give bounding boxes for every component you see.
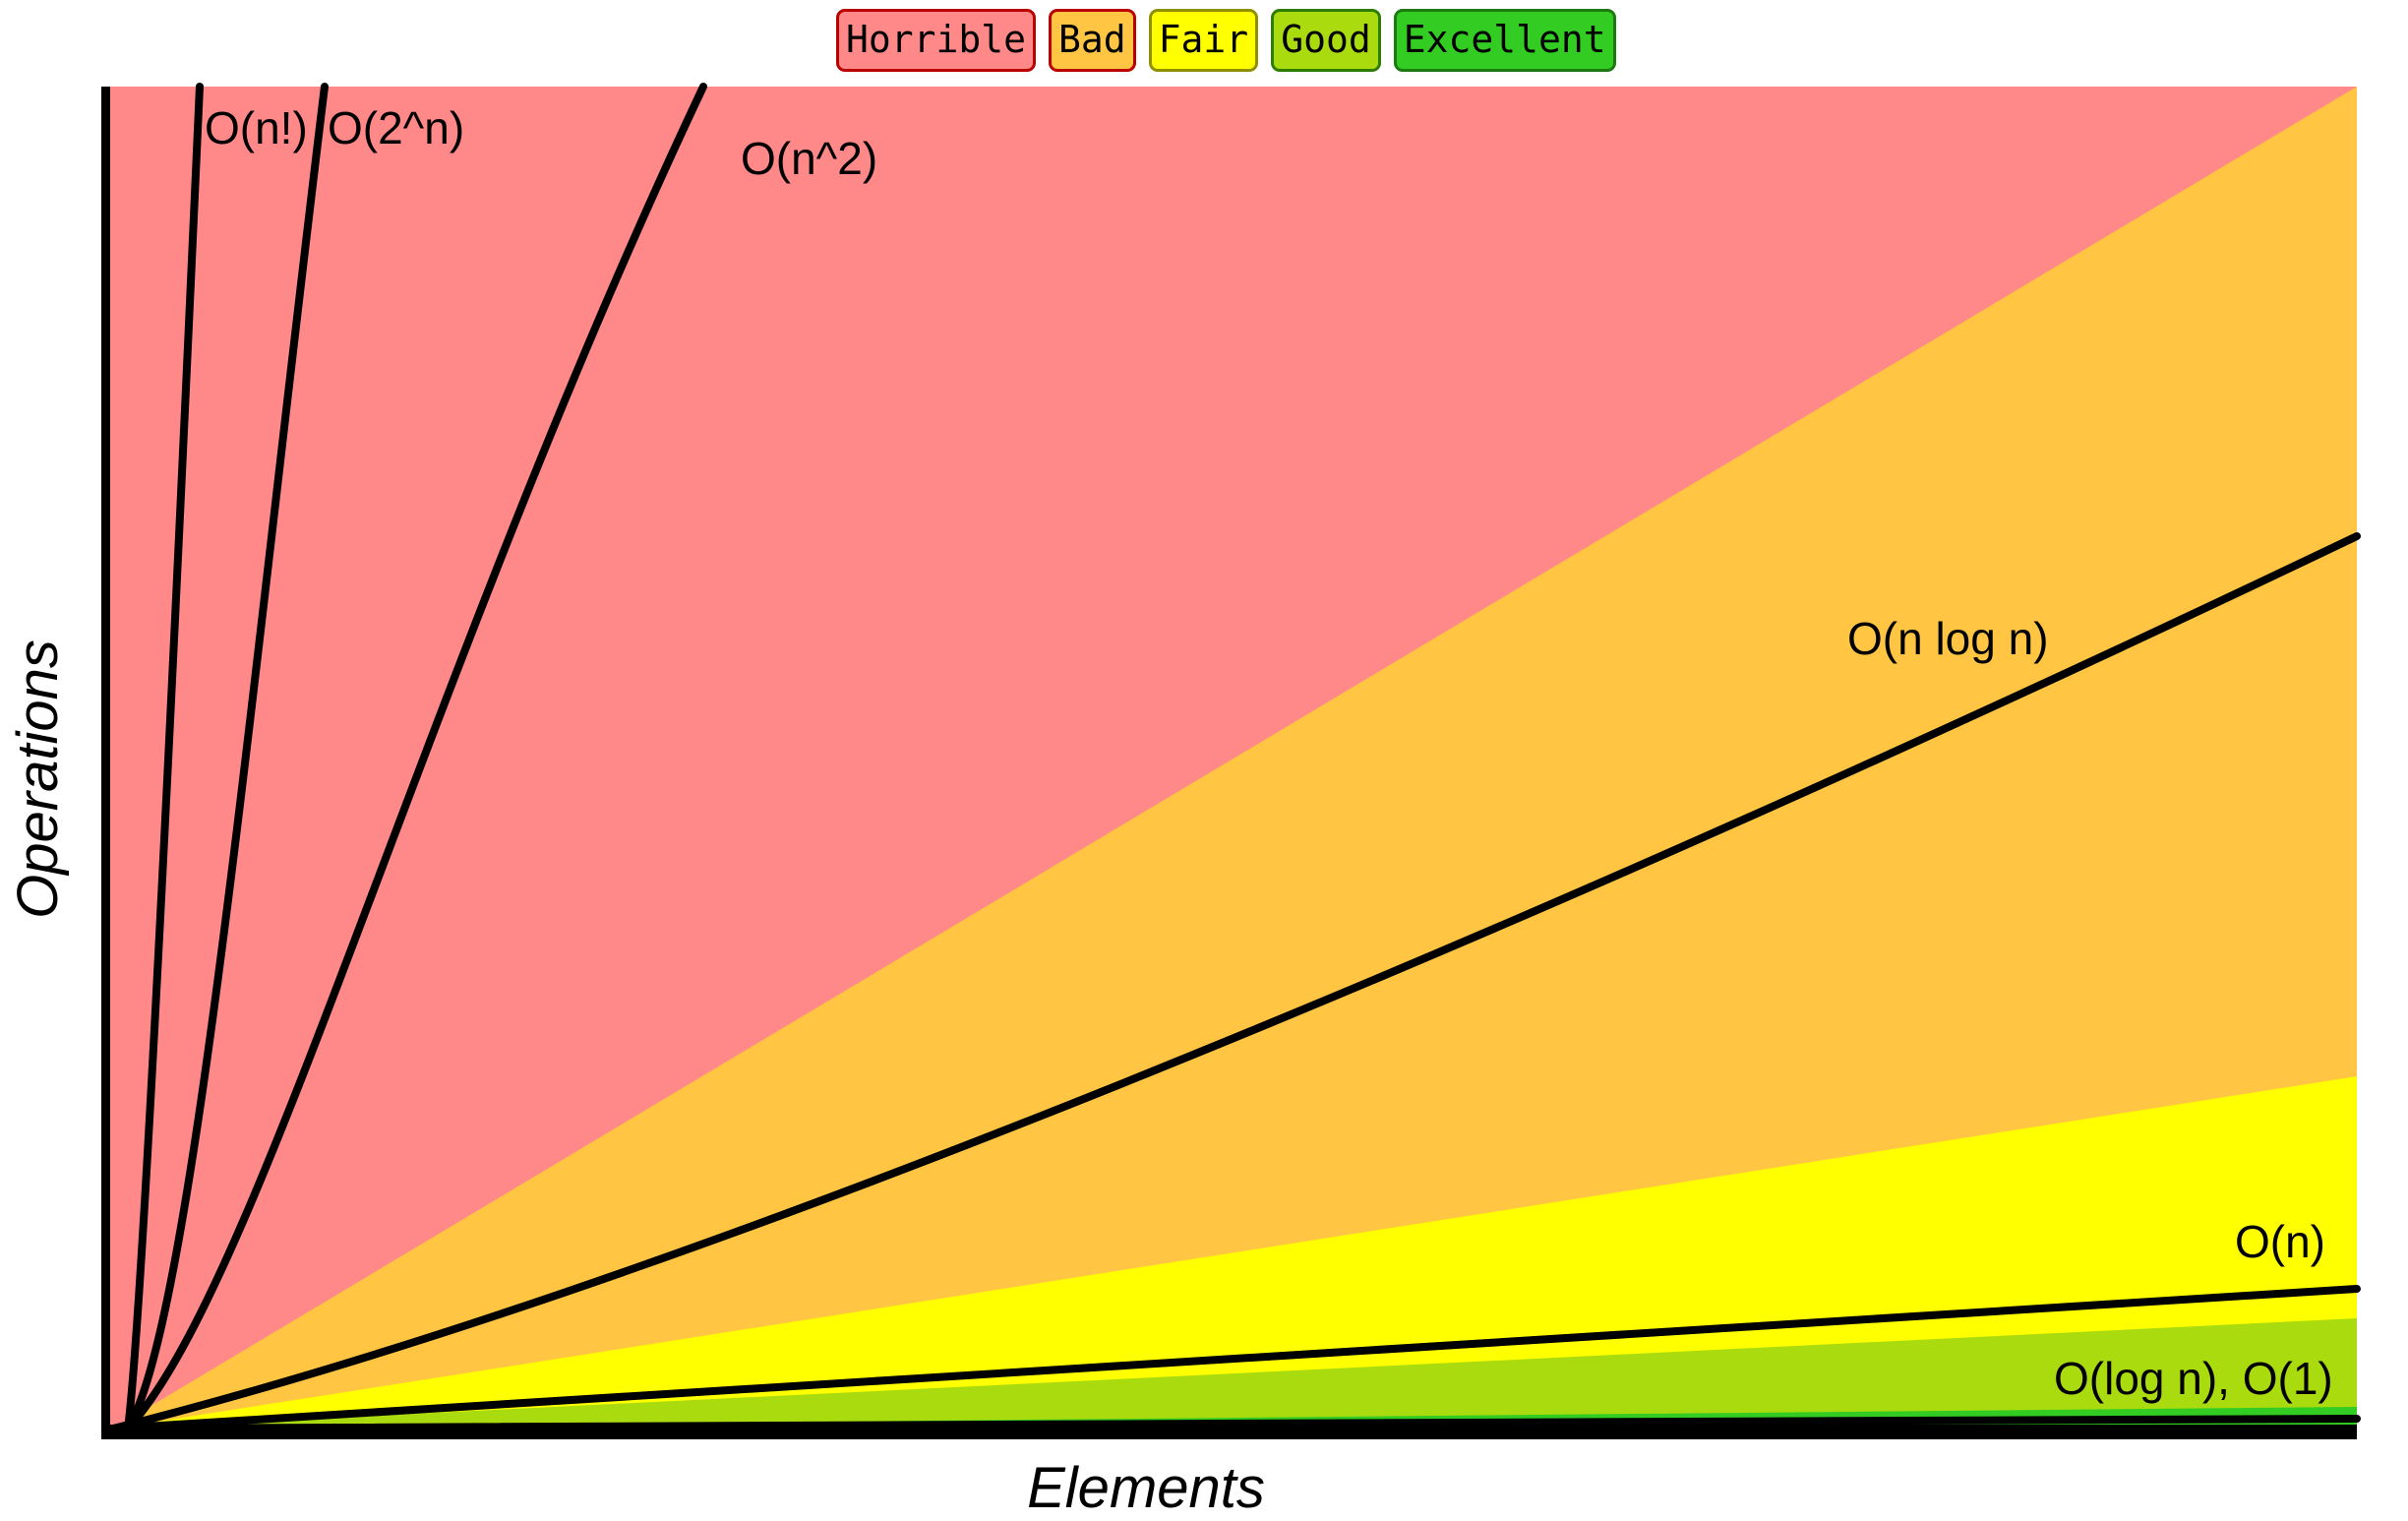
legend-item-excellent: Excellent xyxy=(1393,9,1616,72)
legend-item-fair: Fair xyxy=(1148,9,1259,72)
curve-o-factorial xyxy=(124,83,204,1432)
curve-o-n-log-n xyxy=(109,532,2361,1432)
region-bad xyxy=(113,87,2357,1429)
legend-item-good: Good xyxy=(1271,9,1381,72)
label-o-n-log-n: O(n log n) xyxy=(1847,613,2049,664)
y-axis-title: Operations xyxy=(6,639,70,919)
legend-item-bad: Bad xyxy=(1049,9,1136,72)
label-o-n: O(n) xyxy=(2235,1216,2325,1267)
y-axis-line xyxy=(101,87,110,1438)
label-o-n-squared: O(n^2) xyxy=(741,133,877,184)
label-o-2-pow-n: O(2^n) xyxy=(328,102,464,153)
curve-o-n xyxy=(109,1285,2361,1432)
region-good xyxy=(113,1318,2357,1429)
x-axis-line xyxy=(101,1425,2357,1439)
x-axis-title: Elements xyxy=(1027,1456,1265,1520)
curve-o-2-pow-n xyxy=(124,83,329,1432)
legend-item-horrible: Horrible xyxy=(836,9,1037,72)
label-o-factorial: O(n!) xyxy=(205,102,308,153)
region-fair xyxy=(113,1076,2357,1429)
chart-legend: Horrible Bad Fair Good Excellent xyxy=(836,9,1616,72)
label-o-log-n-o-1: O(log n), O(1) xyxy=(2054,1353,2333,1404)
curve-o-n-squared xyxy=(124,83,707,1432)
